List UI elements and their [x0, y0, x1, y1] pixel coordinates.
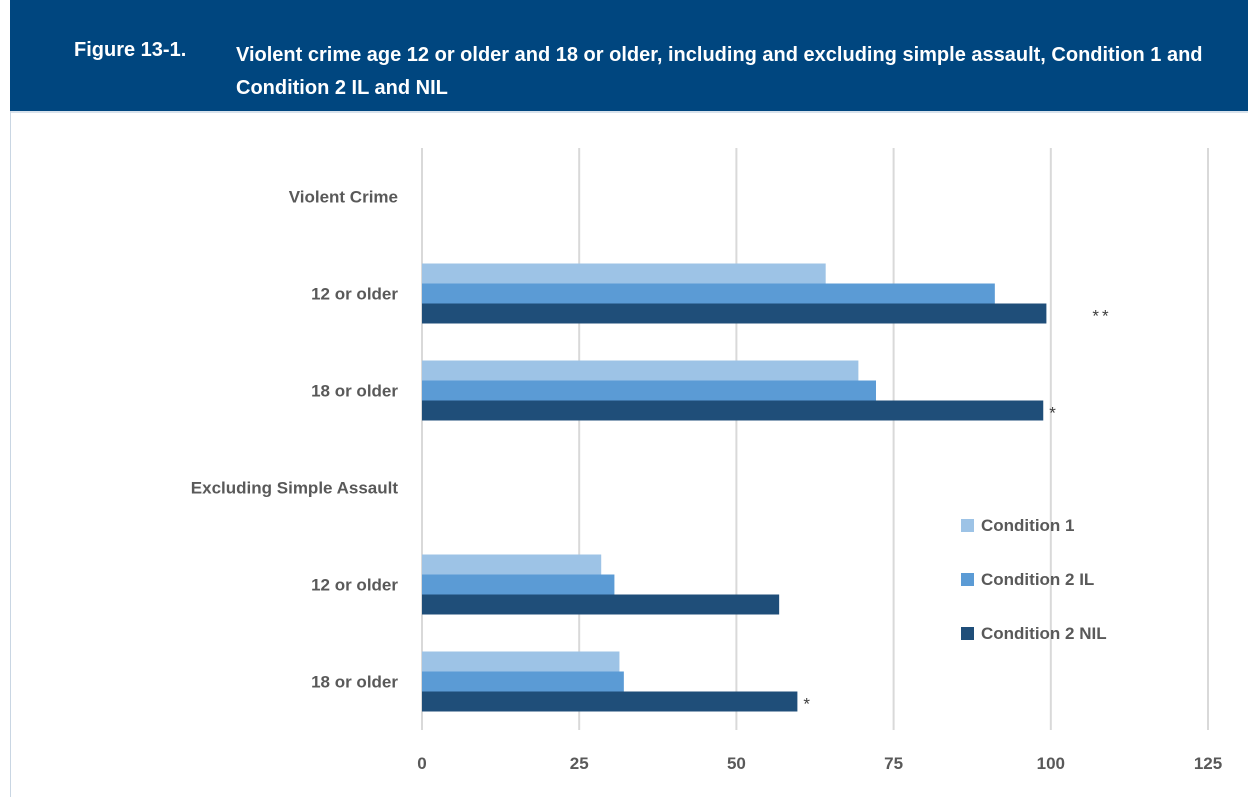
bar [422, 671, 624, 692]
x-axis-tick-labels: 0 25 50 75 100 125 [417, 754, 1222, 773]
legend-label: Condition 2 IL [981, 570, 1094, 589]
figure-title: Violent crime age 12 or older and 18 or … [236, 44, 1203, 99]
chart-top-border [10, 111, 1248, 113]
x-tick-label: 25 [570, 754, 589, 773]
bar [422, 554, 602, 575]
legend: Condition 1 Condition 2 IL Condition 2 NIL [961, 516, 1107, 643]
group-header-label: Excluding Simple Assault [191, 479, 399, 498]
significance-marker: ** [1092, 307, 1111, 326]
bar [422, 651, 620, 672]
significance-annotations: **** [803, 307, 1111, 714]
figure-number: Figure 13-1. [74, 39, 187, 61]
significance-marker: * [803, 695, 813, 714]
gridlines [421, 148, 1209, 730]
bar [422, 400, 1044, 421]
bar [422, 263, 826, 284]
bar [422, 303, 1047, 324]
x-tick-label: 0 [417, 754, 426, 773]
bars [422, 263, 1047, 712]
category-label: 12 or older [311, 576, 398, 595]
chart-left-border [10, 111, 11, 797]
category-label: 18 or older [311, 382, 398, 401]
legend-label: Condition 1 [981, 516, 1074, 535]
bar [422, 691, 798, 712]
legend-swatch [961, 573, 974, 586]
x-tick-label: 125 [1194, 754, 1222, 773]
figure-header: Figure 13-1. Violent crime age 12 or old… [10, 0, 1248, 111]
x-tick-label: 100 [1037, 754, 1065, 773]
x-tick-label: 75 [884, 754, 903, 773]
category-label: 18 or older [311, 673, 398, 692]
bar [422, 283, 995, 304]
legend-swatch [961, 519, 974, 532]
bar [422, 360, 859, 381]
category-label: 12 or older [311, 285, 398, 304]
category-labels: Violent Crime 12 or older 18 or older Exclu… [191, 188, 399, 692]
bar [422, 594, 780, 615]
legend-swatch [961, 627, 974, 640]
significance-marker: * [1049, 404, 1059, 423]
x-tick-label: 50 [727, 754, 746, 773]
bar [422, 380, 876, 401]
group-header-label: Violent Crime [289, 188, 398, 207]
legend-label: Condition 2 NIL [981, 624, 1107, 643]
bar [422, 574, 615, 595]
